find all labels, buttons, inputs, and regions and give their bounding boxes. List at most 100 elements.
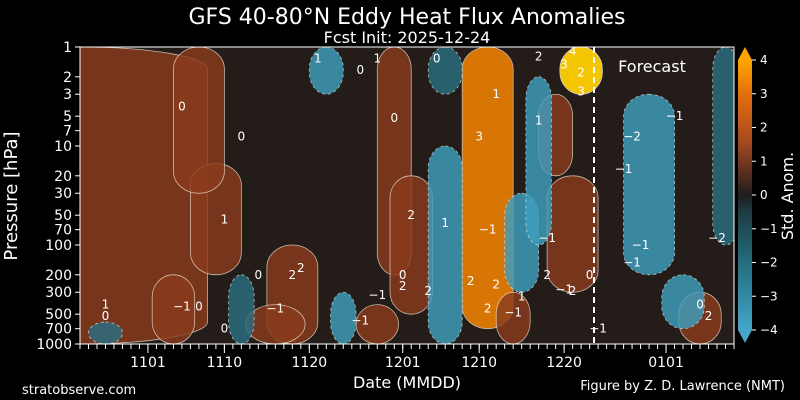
contour-label: 0 — [102, 309, 110, 323]
contour-label: 0 — [255, 268, 263, 282]
anomaly-field — [330, 291, 357, 344]
contour-label: 0 — [238, 129, 246, 143]
y-tick-label: 50 — [54, 208, 72, 224]
contour-label: 1 — [535, 113, 543, 127]
contour-label: −2 — [623, 129, 641, 143]
forecast-label: Forecast — [618, 57, 686, 76]
y-tick-label: 1000 — [36, 337, 72, 353]
contour-label: −1 — [479, 223, 497, 237]
contour-label: −1 — [666, 109, 684, 123]
x-tick-label: 1210 — [461, 355, 497, 371]
contour-label: 0 — [586, 268, 594, 282]
anomaly-field — [228, 274, 255, 344]
y-tick-label: 3 — [63, 87, 72, 103]
contour-label: 1 — [102, 298, 110, 312]
contour-label: 0 — [221, 322, 229, 336]
anomaly-field — [525, 76, 552, 246]
contour-label: 2 — [407, 208, 415, 222]
anomaly-field — [661, 274, 705, 330]
x-axis: 1101 1110 1120 1201 1210 1220 0101 — [79, 344, 735, 371]
colorbar-ticks: 4 3 2 1 0 −1 −2 −3 −4 — [752, 53, 778, 337]
contour-label: 2 — [577, 65, 585, 79]
anomaly-fields — [80, 47, 734, 344]
y-tick-label: 20 — [54, 169, 72, 185]
colorbar-tick-label: −1 — [760, 222, 778, 236]
contour-label: 2 — [484, 302, 492, 316]
contour-label: 0 — [178, 100, 186, 114]
contour-label: 2 — [399, 279, 407, 293]
anomaly-field — [427, 47, 463, 95]
colorbar-tick-label: 1 — [760, 154, 768, 168]
x-tick-label: 0101 — [648, 355, 684, 371]
contour-label: 0 — [390, 111, 398, 125]
footer-left: stratobserve.com — [22, 383, 136, 398]
contour-label: 2 — [289, 268, 297, 282]
contour-label: 0 — [696, 298, 704, 312]
x-tick-label: 1220 — [546, 355, 582, 371]
contour-label: −1 — [623, 255, 641, 269]
y-axis-label: Pressure [hPa] — [1, 131, 22, 260]
y-tick-label: 2 — [63, 70, 72, 86]
y-tick-label: 10 — [54, 139, 72, 155]
contour-label: 4 — [569, 44, 577, 58]
anomaly-field — [173, 47, 225, 194]
contour-label: −2 — [708, 231, 726, 245]
colorbar-tick-label: 3 — [760, 87, 768, 101]
y-tick-label: 100 — [45, 238, 72, 254]
anomaly-field — [427, 145, 463, 344]
anomaly-field — [712, 47, 734, 246]
contour-label: 2 — [543, 268, 551, 282]
plot-frame — [79, 46, 735, 345]
contour-label: 1 — [518, 289, 526, 303]
contour-label: 3 — [560, 57, 568, 71]
contour-label: 1 — [441, 216, 449, 230]
contour-label: 2 — [492, 277, 500, 291]
contour-label: 0 — [399, 268, 407, 282]
anomaly-field — [151, 274, 196, 344]
anomaly-field — [495, 291, 531, 344]
colorbar-tick-label: −3 — [760, 289, 778, 303]
y-tick-label: 200 — [45, 268, 72, 284]
anomaly-field — [559, 47, 603, 95]
colorbar-tick-label: −4 — [760, 323, 778, 337]
contour-label: 3 — [577, 84, 585, 98]
chart-title: GFS 40-80°N Eddy Heat Flux Anomalies — [189, 5, 626, 30]
colorbar-bottom-arrow — [738, 330, 752, 343]
x-tick-label: 1201 — [385, 355, 421, 371]
contour-label: 1 — [221, 212, 229, 226]
colorbar-tick-label: 4 — [760, 53, 768, 67]
contour-label: −1 — [615, 162, 633, 176]
contour-label: −1 — [351, 314, 369, 328]
chart-subtitle: Fcst Init: 2025-12-24 — [324, 28, 491, 47]
footer-right: Figure by Z. D. Lawrence (NMT) — [580, 379, 785, 394]
contour-label: −1 — [173, 300, 191, 314]
contour-label: 2 — [297, 261, 305, 275]
contour-label: 1 — [492, 87, 500, 101]
contour-label: 1 — [314, 51, 322, 65]
colorbar-tick-label: 2 — [760, 121, 768, 135]
anomaly-field — [308, 47, 344, 95]
x-tick-label: 1110 — [207, 355, 243, 371]
y-tick-label: 7 — [63, 124, 72, 140]
contour-label: 0 — [195, 300, 203, 314]
colorbar-top-arrow — [738, 47, 752, 60]
colorbar-label: Std. Anom. — [778, 152, 797, 240]
contour-label: −1 — [589, 322, 607, 336]
anomaly-field — [623, 93, 675, 276]
contour-label: −1 — [538, 231, 556, 245]
colorbar: 4 3 2 1 0 −1 −2 −3 −4 — [738, 47, 778, 343]
contour-label: 0 — [356, 63, 364, 77]
contour-label: −1 — [504, 305, 522, 319]
contour-label: 1 — [373, 51, 381, 65]
y-tick-label: 500 — [45, 307, 72, 323]
contour-label: 0 — [433, 51, 441, 65]
contour-label: −1 — [368, 288, 386, 302]
x-tick-label: 1120 — [292, 355, 328, 371]
y-tick-label: 5 — [63, 109, 72, 125]
contour-label: 3 — [475, 129, 483, 143]
contour-label: −1 — [266, 302, 284, 316]
